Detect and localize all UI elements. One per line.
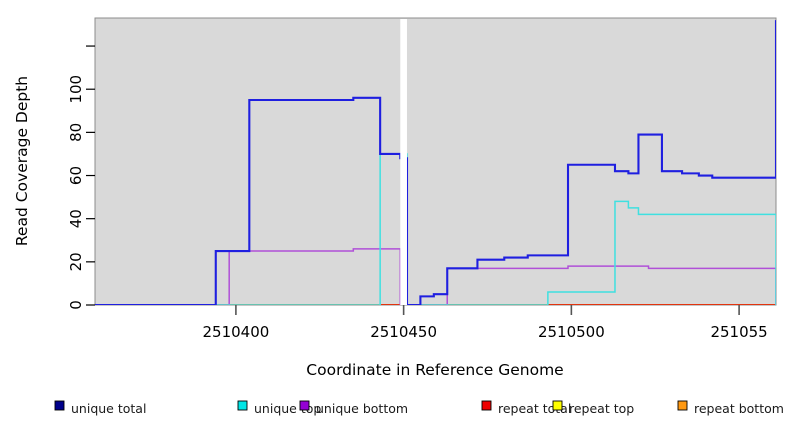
y-axis-ticks [86, 45, 95, 306]
no-data-gap-region [400, 19, 407, 305]
y-axis-title: Read Coverage Depth [13, 76, 31, 246]
y-axis-tick-label: 100 [67, 75, 85, 104]
legend-item: repeat bottom [677, 400, 784, 416]
x-axis-tick-label: 251055 [710, 323, 767, 341]
legend-swatch [481, 400, 492, 411]
legend-item: repeat top [552, 400, 634, 416]
x-axis-title: Coordinate in Reference Genome [306, 361, 563, 379]
y-axis-tick-labels: 0 20 40 60 80 100 [67, 75, 85, 310]
y-axis-tick-label: 0 [67, 300, 85, 310]
y-axis-tick-label: 20 [67, 252, 85, 271]
legend-swatch [552, 400, 563, 411]
x-axis-ticks [235, 305, 740, 315]
x-axis-tick-label: 2510450 [370, 323, 437, 341]
legend-label: unique total [71, 401, 146, 416]
legend-label: repeat top [569, 401, 634, 416]
legend-label: repeat bottom [694, 401, 784, 416]
legend-swatch [299, 400, 310, 411]
data-series-group [95, 20, 776, 305]
legend-swatch [237, 400, 248, 411]
x-axis-tick-labels: 2510400 2510450 2510500 251055 [202, 323, 767, 341]
series-line-unique-top [95, 153, 776, 305]
y-axis-tick-label: 60 [67, 166, 85, 185]
x-axis-tick-label: 2510400 [202, 323, 269, 341]
series-line-unique-total [95, 20, 776, 305]
plot-panel-background [94, 17, 777, 306]
legend-swatch [54, 400, 65, 411]
legend-swatch [677, 400, 688, 411]
legend-label: unique top [254, 401, 321, 416]
legend-item: unique total [54, 400, 146, 416]
legend-item: unique bottom [299, 400, 408, 416]
x-axis-tick-label: 2510500 [538, 323, 605, 341]
legend-label: unique bottom [316, 401, 408, 416]
y-axis-tick-label: 80 [67, 123, 85, 142]
y-axis-tick-label: 40 [67, 209, 85, 228]
